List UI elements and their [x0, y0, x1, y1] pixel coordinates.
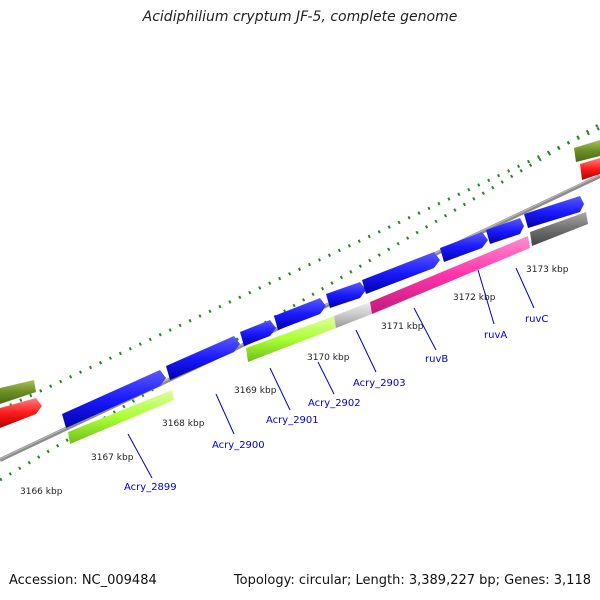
- left-partial-features: [0, 380, 42, 428]
- gene-label-leader: [269, 367, 291, 411]
- tick-label: 3173 kbp: [526, 265, 569, 275]
- olive-feature-right: [574, 140, 600, 162]
- tick-label: 3168 kbp: [162, 419, 205, 429]
- outer-tick-ring: [0, 122, 600, 482]
- gene-arrow-acry-2902: [274, 298, 326, 330]
- gene-label: Acry_2900: [212, 440, 265, 451]
- gene-arrow-next: [524, 196, 584, 228]
- genome-summary-text: Topology: circular; Length: 3,389,227 bp…: [233, 573, 591, 588]
- gene-bar-acry-2902: [246, 316, 336, 362]
- gene-label: Acry_2899: [124, 482, 177, 493]
- accession-text: Accession: NC_009484: [9, 573, 157, 588]
- red-feature-left: [0, 398, 42, 428]
- gene-label-leader: [413, 307, 437, 351]
- gene-label-leader: [515, 267, 535, 309]
- tick-label: 3169 kbp: [234, 386, 277, 396]
- tick-label: 3167 kbp: [91, 453, 134, 463]
- gene-feature-track: [68, 212, 588, 444]
- gene-label-leader: [317, 361, 335, 395]
- gene-labels: Acry_2899 Acry_2900 Acry_2901 Acry_2902 Acry…: [124, 267, 548, 493]
- gene-label: Acry_2903: [353, 378, 406, 389]
- right-partial-features: [574, 140, 600, 180]
- gene-arrow-acry-2899: [62, 370, 166, 428]
- tick-label: 3170 kbp: [307, 353, 350, 363]
- gene-label: ruvA: [484, 330, 507, 341]
- gene-label-leader: [215, 393, 235, 435]
- gene-label: ruvB: [425, 354, 448, 365]
- gene-arrow-acry-2900: [166, 336, 240, 380]
- gene-label: ruvC: [525, 314, 548, 325]
- gene-bar-ruv: [370, 236, 530, 314]
- gene-bar-acry-2903: [334, 302, 372, 328]
- gene-label-leader: [355, 329, 377, 373]
- tick-label: 3172 kbp: [453, 293, 496, 303]
- gene-label: Acry_2902: [308, 398, 361, 409]
- gene-bar-grey-right: [530, 212, 588, 246]
- map-title: Acidiphilium cryptum JF-5, complete geno…: [142, 9, 458, 25]
- gene-label-leader: [477, 269, 495, 325]
- gene-label: Acry_2901: [266, 415, 319, 426]
- red-feature-right: [580, 158, 600, 180]
- gene-label-leader: [127, 433, 153, 479]
- tick-labels: 3166 kbp 3167 kbp 3168 kbp 3169 kbp 3170 kbp…: [20, 265, 569, 497]
- gene-arrow-ruvb: [362, 252, 440, 294]
- gene-arrow-ruva: [440, 232, 488, 262]
- tick-label: 3171 kbp: [381, 322, 424, 332]
- tick-label: 3166 kbp: [20, 487, 63, 497]
- forward-cds-track: [62, 196, 584, 428]
- olive-feature-left: [0, 380, 36, 404]
- gene-arrow-ruvc: [486, 218, 524, 244]
- gene-arrow-acry-2903: [326, 282, 366, 308]
- gene-arrow-acry-2901: [240, 320, 276, 346]
- gene-bar-acry-2899: [68, 390, 174, 444]
